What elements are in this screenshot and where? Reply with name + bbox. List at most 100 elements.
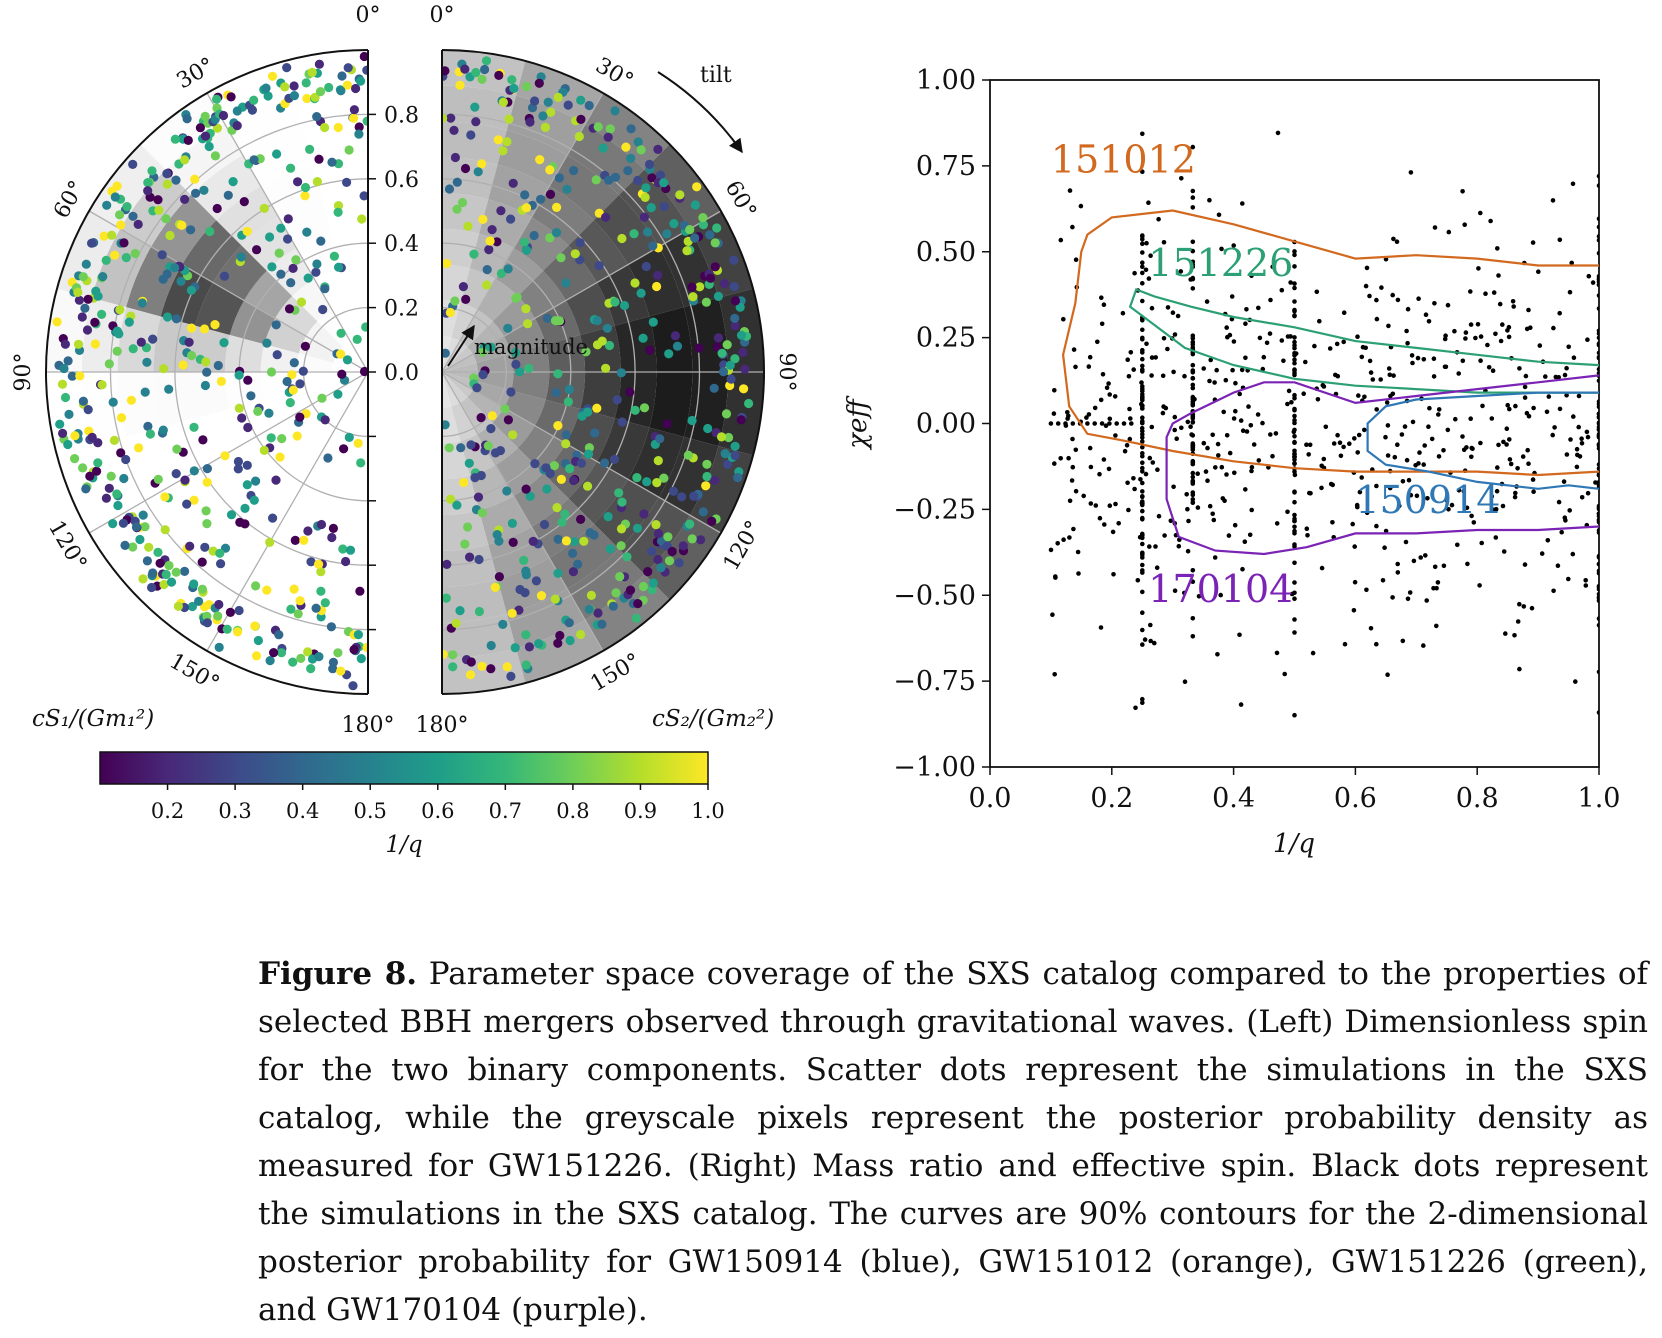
simulation-dot xyxy=(460,64,470,74)
simulation-dot xyxy=(498,97,508,107)
simulation-dot xyxy=(85,471,95,481)
simulation-dot xyxy=(608,601,618,611)
simulation-dot xyxy=(165,230,175,241)
simulation-dot xyxy=(1362,394,1367,400)
simulation-dot xyxy=(1596,421,1599,426)
simulation-dot xyxy=(633,175,643,186)
simulation-dot xyxy=(1124,443,1130,448)
simulation-dot xyxy=(1352,579,1358,585)
simulation-dot xyxy=(1359,354,1365,360)
simulation-dot xyxy=(1520,454,1526,459)
density-cell xyxy=(503,390,546,426)
contour-label-150914: 150914 xyxy=(1355,478,1500,522)
simulation-dot xyxy=(1483,291,1488,297)
simulation-dot xyxy=(583,449,594,459)
simulation-dot xyxy=(1208,357,1213,363)
simulation-dot xyxy=(1421,357,1427,362)
simulation-dot xyxy=(1146,276,1152,281)
simulation-dot xyxy=(292,431,302,441)
simulation-dot xyxy=(502,486,512,496)
simulation-dot xyxy=(1101,302,1107,308)
simulation-dot xyxy=(1583,583,1589,588)
simulation-dot xyxy=(1067,535,1072,540)
simulation-dot xyxy=(474,606,484,617)
simulation-dot xyxy=(269,648,279,658)
simulation-dot xyxy=(1190,579,1196,584)
simulation-dot xyxy=(584,604,594,615)
simulation-dot xyxy=(1501,549,1507,554)
simulation-dot xyxy=(576,458,587,468)
simulation-dot xyxy=(1201,440,1207,446)
density-cell xyxy=(451,402,478,442)
simulation-dot xyxy=(78,463,88,473)
simulation-dot xyxy=(1407,590,1413,595)
simulation-dot xyxy=(289,584,299,594)
simulation-dot xyxy=(1140,363,1145,369)
simulation-dot xyxy=(663,532,673,542)
density-cell xyxy=(543,245,597,301)
simulation-dot xyxy=(688,292,698,302)
simulation-dot xyxy=(485,236,495,246)
simulation-dot xyxy=(1242,539,1248,544)
simulation-dot xyxy=(93,458,103,468)
simulation-dot xyxy=(276,223,286,233)
simulation-dot xyxy=(1421,462,1426,467)
simulation-dot xyxy=(1216,212,1222,218)
simulation-dot xyxy=(1382,545,1387,550)
simulation-dot xyxy=(1143,267,1149,273)
simulation-dot xyxy=(542,484,552,494)
simulation-dot xyxy=(1097,471,1102,477)
simulation-dot xyxy=(638,333,648,343)
simulation-dot xyxy=(1355,334,1360,340)
simulation-dot xyxy=(719,279,730,289)
simulation-dot xyxy=(724,432,734,443)
simulation-dot xyxy=(683,450,694,460)
simulation-dot xyxy=(1596,435,1599,440)
simulation-dot xyxy=(575,238,585,248)
figure-caption: Figure 8. Parameter space coverage of th… xyxy=(258,950,1648,1334)
density-cell xyxy=(229,300,276,345)
simulation-dot xyxy=(361,322,368,332)
simulation-dot xyxy=(1507,457,1513,462)
simulation-dot xyxy=(1135,578,1141,583)
simulation-dot xyxy=(1055,541,1060,546)
simulation-dot xyxy=(268,513,278,523)
simulation-dot xyxy=(353,630,363,640)
simulation-dot xyxy=(1531,489,1536,495)
simulation-dot xyxy=(1207,197,1212,203)
simulation-dot xyxy=(226,92,236,102)
simulation-dot xyxy=(1354,502,1360,508)
simulation-dot xyxy=(1493,506,1499,512)
density-cell xyxy=(312,544,368,587)
simulation-dot xyxy=(290,535,300,546)
simulation-dot xyxy=(1567,508,1572,513)
simulation-dot xyxy=(640,192,650,202)
simulation-dot xyxy=(569,475,579,486)
simulation-dot xyxy=(1071,526,1076,532)
simulation-dot xyxy=(506,214,516,224)
simulation-dot xyxy=(1314,289,1320,295)
simulation-dot xyxy=(1127,406,1132,412)
simulation-dot xyxy=(1125,357,1130,363)
simulation-dot xyxy=(574,131,584,142)
simulation-dot xyxy=(1468,289,1473,294)
simulation-dot xyxy=(59,363,69,374)
simulation-dot xyxy=(1237,632,1242,638)
simulation-dot xyxy=(1510,299,1516,304)
simulation-dot xyxy=(247,105,257,115)
density-cell xyxy=(284,648,368,694)
simulation-dot xyxy=(1154,565,1160,570)
simulation-dot xyxy=(236,252,246,262)
simulation-dot xyxy=(593,608,603,618)
simulation-dot xyxy=(504,114,514,124)
colorbar-bar xyxy=(99,751,709,785)
simulation-dot xyxy=(1190,248,1196,254)
simulation-dot xyxy=(110,250,120,260)
simulation-dot xyxy=(312,177,322,187)
simulation-dot xyxy=(722,340,732,350)
simulation-dot xyxy=(477,661,487,671)
simulation-dot xyxy=(1126,374,1132,379)
simulation-dot xyxy=(1292,413,1297,419)
simulation-dot xyxy=(288,657,298,667)
